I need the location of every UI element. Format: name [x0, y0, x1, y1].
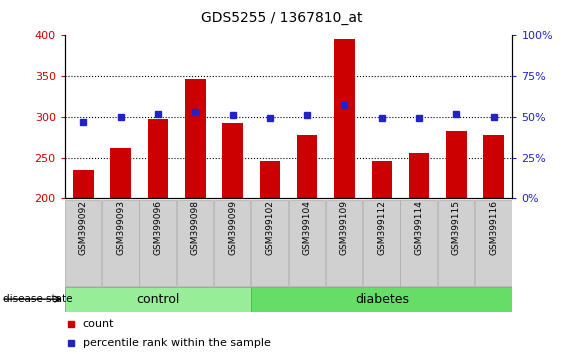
FancyBboxPatch shape — [475, 200, 512, 286]
Text: GSM399114: GSM399114 — [414, 200, 423, 255]
FancyBboxPatch shape — [363, 200, 400, 286]
Bar — [446, 131, 467, 198]
Bar — [260, 161, 280, 198]
FancyBboxPatch shape — [177, 200, 213, 286]
FancyBboxPatch shape — [326, 200, 363, 286]
FancyBboxPatch shape — [140, 200, 176, 286]
Text: disease state: disease state — [3, 294, 72, 304]
Text: GSM399112: GSM399112 — [377, 200, 386, 255]
FancyBboxPatch shape — [400, 200, 437, 286]
FancyBboxPatch shape — [65, 200, 101, 286]
Text: GSM399096: GSM399096 — [154, 200, 163, 255]
Text: GSM399104: GSM399104 — [303, 200, 312, 255]
FancyBboxPatch shape — [289, 200, 325, 286]
Text: control: control — [136, 293, 180, 306]
Text: GSM399093: GSM399093 — [116, 200, 125, 255]
Text: percentile rank within the sample: percentile rank within the sample — [83, 338, 271, 348]
Bar — [110, 148, 131, 198]
FancyBboxPatch shape — [214, 200, 251, 286]
Bar — [484, 135, 504, 198]
FancyBboxPatch shape — [65, 287, 251, 312]
Bar — [73, 170, 93, 198]
Text: GSM399116: GSM399116 — [489, 200, 498, 255]
Bar — [148, 119, 168, 198]
Bar — [185, 79, 205, 198]
Bar — [297, 135, 318, 198]
Text: count: count — [83, 319, 114, 329]
FancyBboxPatch shape — [438, 200, 474, 286]
Text: GSM399098: GSM399098 — [191, 200, 200, 255]
Text: GSM399102: GSM399102 — [265, 200, 274, 255]
Bar — [334, 40, 355, 198]
FancyBboxPatch shape — [251, 287, 512, 312]
Bar — [409, 153, 430, 198]
Text: GSM399099: GSM399099 — [228, 200, 237, 255]
Text: GSM399092: GSM399092 — [79, 200, 88, 255]
Bar — [222, 122, 243, 198]
Text: GSM399109: GSM399109 — [340, 200, 349, 255]
FancyBboxPatch shape — [102, 200, 138, 286]
Text: diabetes: diabetes — [355, 293, 409, 306]
Text: GSM399115: GSM399115 — [452, 200, 461, 255]
Text: GDS5255 / 1367810_at: GDS5255 / 1367810_at — [201, 11, 362, 25]
FancyBboxPatch shape — [251, 200, 288, 286]
Bar — [372, 161, 392, 198]
